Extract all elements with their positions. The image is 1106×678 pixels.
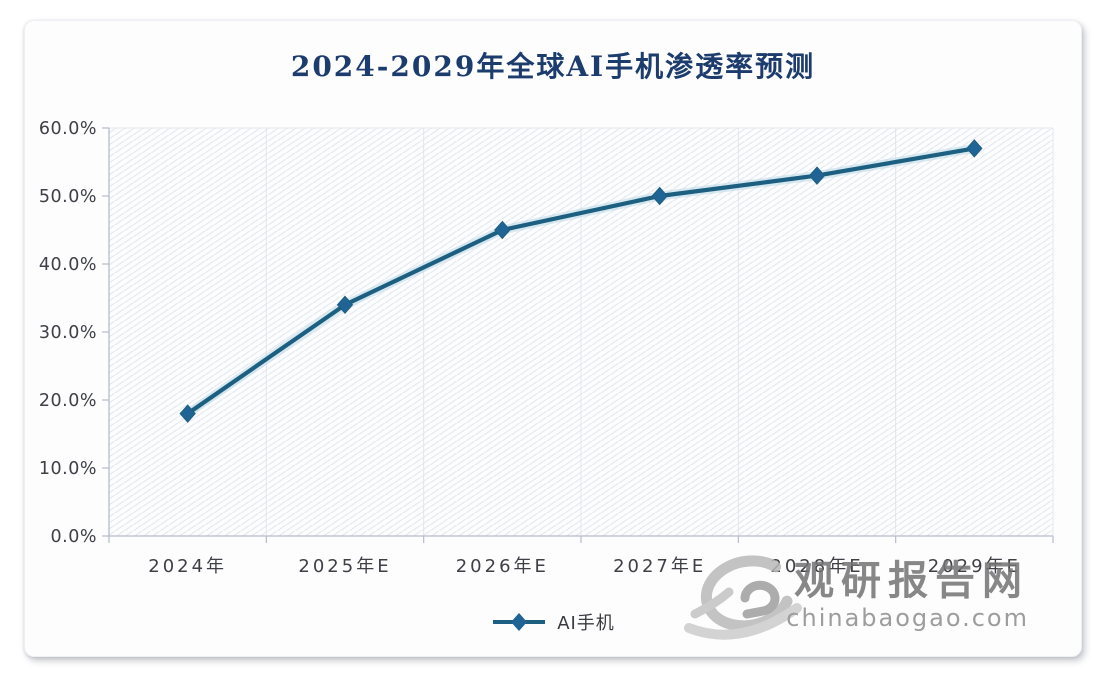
x-axis-category-label: 2028年E <box>770 556 863 577</box>
line-chart: 0.0% 10.0% 20.0% 30.0% 40.0% 50.0% 60.0% 2024年 2… <box>39 119 1054 577</box>
data-point-marker-2027年E <box>651 186 668 206</box>
y-axis-tick-label: 30.0% <box>39 323 97 343</box>
x-axis-category-label: 2029年E <box>928 556 1021 577</box>
chart-card: 2024-2029年全球AI手机渗透率预测 0.0% 10.0% 20.0% 30.0… <box>24 20 1082 657</box>
legend-marker-icon <box>493 613 546 631</box>
y-axis-tick-label: 40.0% <box>39 255 97 275</box>
y-axis-tick-label: 0.0% <box>51 527 97 547</box>
chart-title: 2024-2029年全球AI手机渗透率预测 <box>290 50 816 83</box>
series-line <box>185 146 977 416</box>
x-axis-category-label: 2026年E <box>456 556 549 577</box>
x-axis-category-label: 2024年 <box>148 556 227 577</box>
data-point-marker-2029年E <box>966 139 983 158</box>
legend-series-label: AI手机 <box>557 613 615 634</box>
x-axis-category-label: 2025年E <box>298 556 391 577</box>
data-point-marker-2025年E <box>336 295 354 315</box>
legend: AI手机 <box>25 607 1081 637</box>
data-point-marker-2026年E <box>494 220 511 240</box>
y-axis-tick-label: 20.0% <box>39 391 97 411</box>
y-axis-tick-label: 10.0% <box>39 459 97 479</box>
x-axis-category-label: 2027年E <box>613 556 706 577</box>
y-axis-tick-label: 50.0% <box>39 187 97 207</box>
data-point-marker-2024年 <box>179 404 196 423</box>
y-axis-tick-label: 60.0% <box>39 119 97 139</box>
data-point-marker-2028年E <box>808 166 826 185</box>
